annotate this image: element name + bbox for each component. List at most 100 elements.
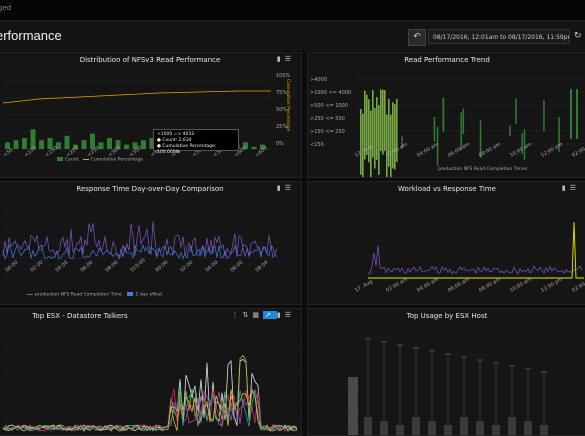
top-bar: ged xyxy=(0,0,585,21)
panel-title: Workload vs Response Time xyxy=(398,185,496,193)
series-line xyxy=(2,221,278,258)
bar xyxy=(39,140,44,149)
bar xyxy=(388,98,390,167)
workload-chart: 17. Aug 02:00 am 04:00 am 06:00 am 08:00 am 1… xyxy=(354,207,585,294)
x-tick-label: 04:00 xyxy=(54,260,69,274)
x-tick-label: 00:00 xyxy=(4,260,19,274)
bar xyxy=(436,126,439,166)
menu-icon[interactable]: ☰ xyxy=(284,184,295,192)
panel-tools: ▮☰ xyxy=(277,55,295,63)
panel-response-time: Response Time Day-over-Day Comparison ▮☰… xyxy=(0,181,302,305)
bar xyxy=(368,99,370,163)
table-icon[interactable]: ▦ xyxy=(252,311,263,319)
bar xyxy=(56,142,61,149)
bar xyxy=(22,138,27,149)
panel-title: Top Usage by ESX Host xyxy=(406,312,488,320)
legend-swatch xyxy=(27,293,33,295)
bar xyxy=(73,144,78,149)
bar xyxy=(433,117,436,142)
x-tick-label: 12:00 pm xyxy=(540,276,564,293)
bar xyxy=(540,425,548,435)
line-chart-icon[interactable]: ↗ xyxy=(262,311,277,319)
bar xyxy=(370,110,372,177)
cumulative-line xyxy=(2,90,271,104)
chart-legend: Count Cumulative Percentage xyxy=(57,157,143,163)
series-line xyxy=(367,245,583,275)
filter-icon[interactable]: ⇅ xyxy=(242,311,253,319)
bar xyxy=(362,113,364,177)
bar xyxy=(508,417,516,435)
dots-icon[interactable]: ⋮ xyxy=(231,311,243,319)
legend-label[interactable]: 1 day offset xyxy=(135,292,163,298)
chart-icon[interactable]: ▮ xyxy=(276,55,285,63)
bar xyxy=(81,140,87,149)
bar xyxy=(576,89,578,139)
menu-icon[interactable]: ☰ xyxy=(569,184,580,192)
x-tick-label: 10:00 am xyxy=(509,277,533,294)
x-tick-label: 17. Aug xyxy=(354,279,374,294)
x-tick-label: 02:00 pm xyxy=(571,276,585,293)
x-tick-label: 06:00 xyxy=(229,260,244,274)
x-tick-label: 02:00 xyxy=(179,260,194,274)
undo-icon[interactable]: ↶ xyxy=(408,29,426,46)
bar xyxy=(558,117,560,152)
bar xyxy=(13,140,19,149)
chart-tooltip: <1000 => 4032 ● Count: 2,634 ● Cumulativ… xyxy=(153,129,239,155)
legend-swatch xyxy=(82,158,89,160)
bar xyxy=(460,417,468,435)
bar xyxy=(115,140,121,149)
menu-icon[interactable]: ☰ xyxy=(284,55,295,63)
chart-icon[interactable]: ▮ xyxy=(276,311,285,319)
panel-title: Read Performance Trend xyxy=(404,56,490,64)
bar xyxy=(251,146,257,149)
panel-top-esx: Top ESX - Datastore Talkers ⋮⇅▦ ↗ ▮☰ xyxy=(0,308,302,436)
series-line xyxy=(2,386,298,432)
bar xyxy=(124,144,129,149)
chart-legend[interactable]: production NFS Read Completion Times xyxy=(438,167,528,172)
nfs-chart: 100%75%50%25%0%<50 <100 <150 <200 <250 <300 <3… xyxy=(2,73,291,159)
series-line xyxy=(2,358,298,432)
y-tick-label: <150 xyxy=(310,142,324,148)
menu-icon[interactable]: ☰ xyxy=(284,311,295,319)
legend-label[interactable]: production NFS Read Completion Time xyxy=(35,292,122,298)
panel-top-usage: Top Usage by ESX Host xyxy=(307,308,585,436)
page-title: erformance xyxy=(0,28,62,43)
bar xyxy=(90,133,95,149)
date-range-picker[interactable]: 08/17/2016, 12:01am to 08/17/2016, 11:59… xyxy=(428,29,570,44)
legend-label[interactable]: Count xyxy=(65,157,79,163)
bar xyxy=(460,112,462,150)
panel-tools: ▮☰ xyxy=(277,184,295,192)
series-line xyxy=(2,389,298,432)
refresh-icon[interactable]: ↻ xyxy=(574,31,582,41)
bar xyxy=(382,89,384,155)
chart-legend: production NFS Read Completion Time 1 da… xyxy=(27,292,162,298)
x-tick-label: 08:00 xyxy=(104,260,119,274)
tooltip-line: <1000 => 4032 xyxy=(157,132,195,137)
legend-label[interactable]: Cumulative Percentage xyxy=(90,157,144,163)
bar xyxy=(390,114,392,177)
bar xyxy=(360,108,362,175)
chart-icon[interactable]: ▮ xyxy=(276,184,285,192)
panel-tools: ▮☰ xyxy=(562,184,580,192)
bar xyxy=(374,107,376,169)
bar xyxy=(386,114,388,177)
tooltip-line: ● Count: 2,634 xyxy=(157,138,192,143)
bar xyxy=(243,142,248,149)
bar xyxy=(5,142,10,149)
bar xyxy=(366,94,368,156)
bar xyxy=(30,129,36,149)
bar xyxy=(523,129,526,160)
bar xyxy=(149,138,155,149)
tooltip-line: ● Cumulative Percentage: 100.000% xyxy=(157,144,217,155)
breadcrumb: ged xyxy=(0,4,12,12)
y-tick-label: >1000 <= 4000 xyxy=(310,90,351,96)
panel-title: Response Time Day-over-Day Comparison xyxy=(76,185,224,193)
x-tick-label: 06:00 xyxy=(79,260,94,274)
bar xyxy=(260,144,265,149)
bar xyxy=(509,125,511,137)
y-tick-label: 100% xyxy=(276,73,291,79)
esx-chart xyxy=(2,332,299,432)
bar xyxy=(380,421,388,435)
bar xyxy=(372,90,374,158)
chart-icon[interactable]: ▮ xyxy=(561,184,570,192)
